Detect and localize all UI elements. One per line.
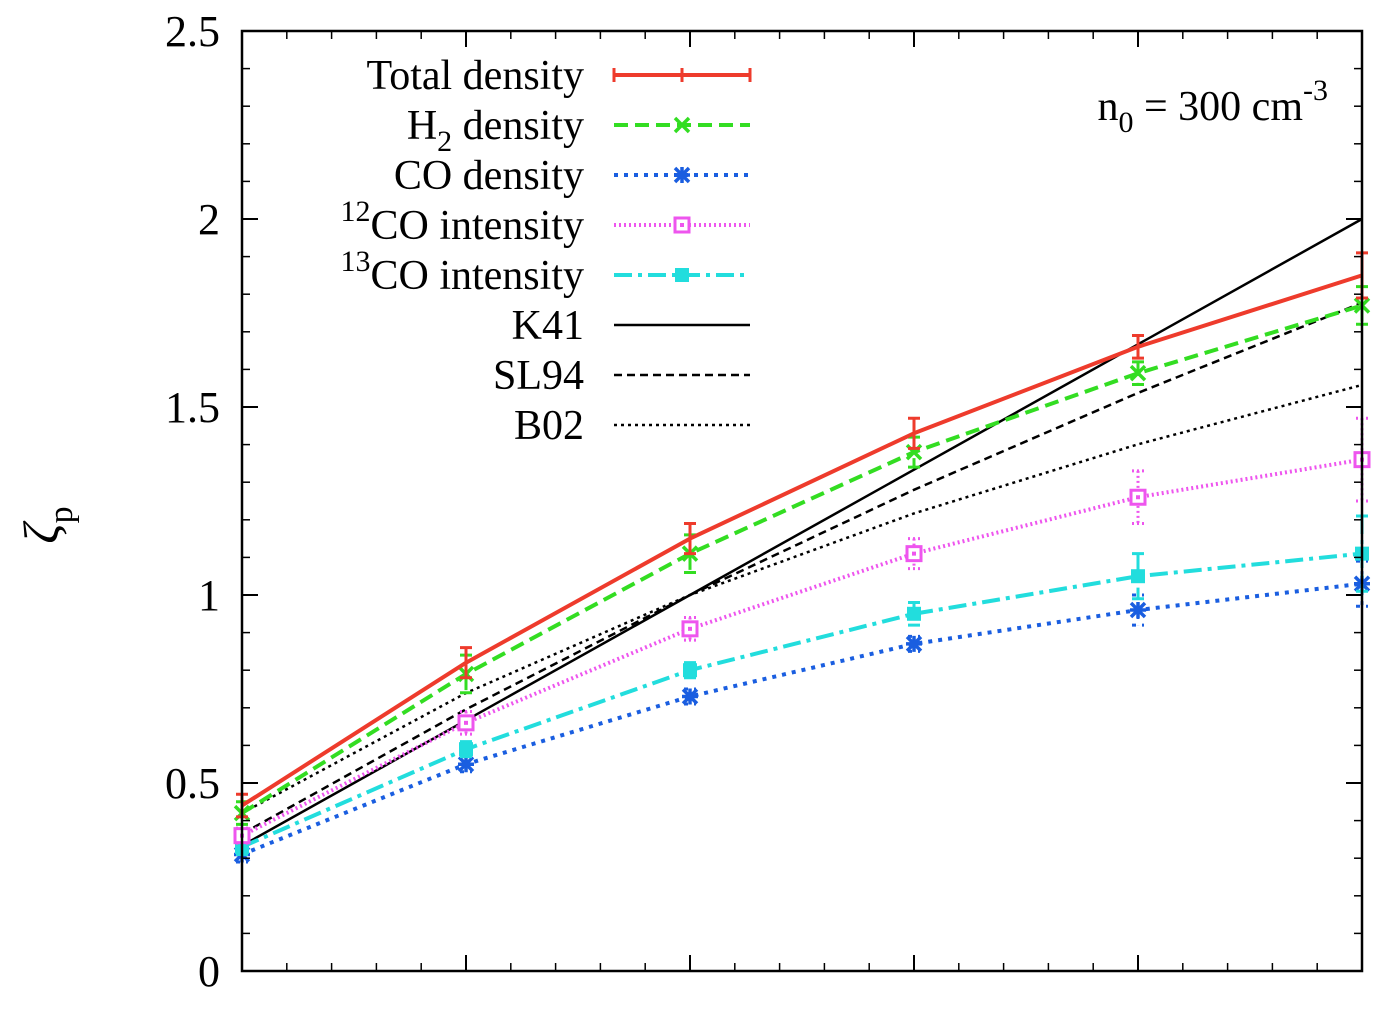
- data-point: [1131, 569, 1145, 584]
- legend-entry: B02: [514, 403, 750, 449]
- y-axis-label: ζp: [13, 506, 80, 543]
- y-tick-label: 2.5: [165, 7, 220, 56]
- legend-label: H2 density: [407, 103, 584, 158]
- y-axis-label-text: ζp: [13, 506, 80, 543]
- legend-entry: K41: [512, 303, 750, 349]
- series-line: [241, 383, 1363, 815]
- legend-label: B02: [514, 403, 584, 449]
- data-point: [681, 688, 699, 705]
- data-point: [459, 742, 473, 757]
- series-line: [240, 273, 1363, 808]
- y-tick-label: 1: [198, 571, 220, 620]
- data-point: [673, 116, 691, 134]
- data-point: [683, 663, 697, 678]
- ticks-layer: 0 0.5 1 1.5 2 2.5: [165, 7, 1363, 996]
- legend-label: CO density: [394, 153, 584, 199]
- data-point: [673, 166, 691, 184]
- legend-entry: CO density: [394, 153, 750, 199]
- y-tick-label: 0: [198, 947, 220, 996]
- data-point-center: [688, 626, 692, 631]
- data-point: [907, 606, 921, 621]
- density-annotation: n0 = 300 cm-3: [1098, 74, 1329, 139]
- legend-entry: Total density: [366, 53, 752, 99]
- legend-label: 13CO intensity: [340, 245, 584, 299]
- legend-label: Total density: [366, 53, 584, 99]
- y-tick-label: 2: [198, 195, 220, 244]
- data-point: [457, 755, 475, 773]
- series-layer: [233, 217, 1371, 864]
- data-point: [1129, 601, 1147, 619]
- series-line: [241, 217, 1363, 847]
- legend-entry: 12CO intensity: [340, 195, 750, 249]
- series-sl94: [241, 301, 1363, 835]
- legend-label: K41: [512, 303, 584, 349]
- series-line: [241, 551, 1363, 849]
- data-point-center: [1136, 495, 1140, 500]
- series-line: [240, 303, 1363, 815]
- series-line: [241, 581, 1363, 857]
- data-point-center: [464, 720, 468, 725]
- data-point-center: [912, 551, 916, 556]
- series-b02: [241, 383, 1363, 815]
- series-line: [241, 301, 1363, 835]
- legend-label: SL94: [493, 353, 584, 399]
- data-point: [905, 635, 923, 653]
- series-line: [241, 457, 1363, 838]
- y-tick-label: 0.5: [165, 759, 220, 808]
- plot-frame: [240, 29, 1364, 973]
- data-point: [675, 268, 689, 282]
- series-k41: [241, 217, 1363, 847]
- data-point-center: [680, 223, 684, 227]
- y-tick-label: 1.5: [165, 383, 220, 432]
- legend-entry: H2 density: [407, 103, 750, 158]
- data-point: [1129, 364, 1147, 382]
- legend-entry: 13CO intensity: [340, 245, 750, 299]
- legend-label: 12CO intensity: [340, 195, 584, 249]
- error-bar: [1132, 552, 1144, 601]
- legend-entry: SL94: [493, 353, 750, 399]
